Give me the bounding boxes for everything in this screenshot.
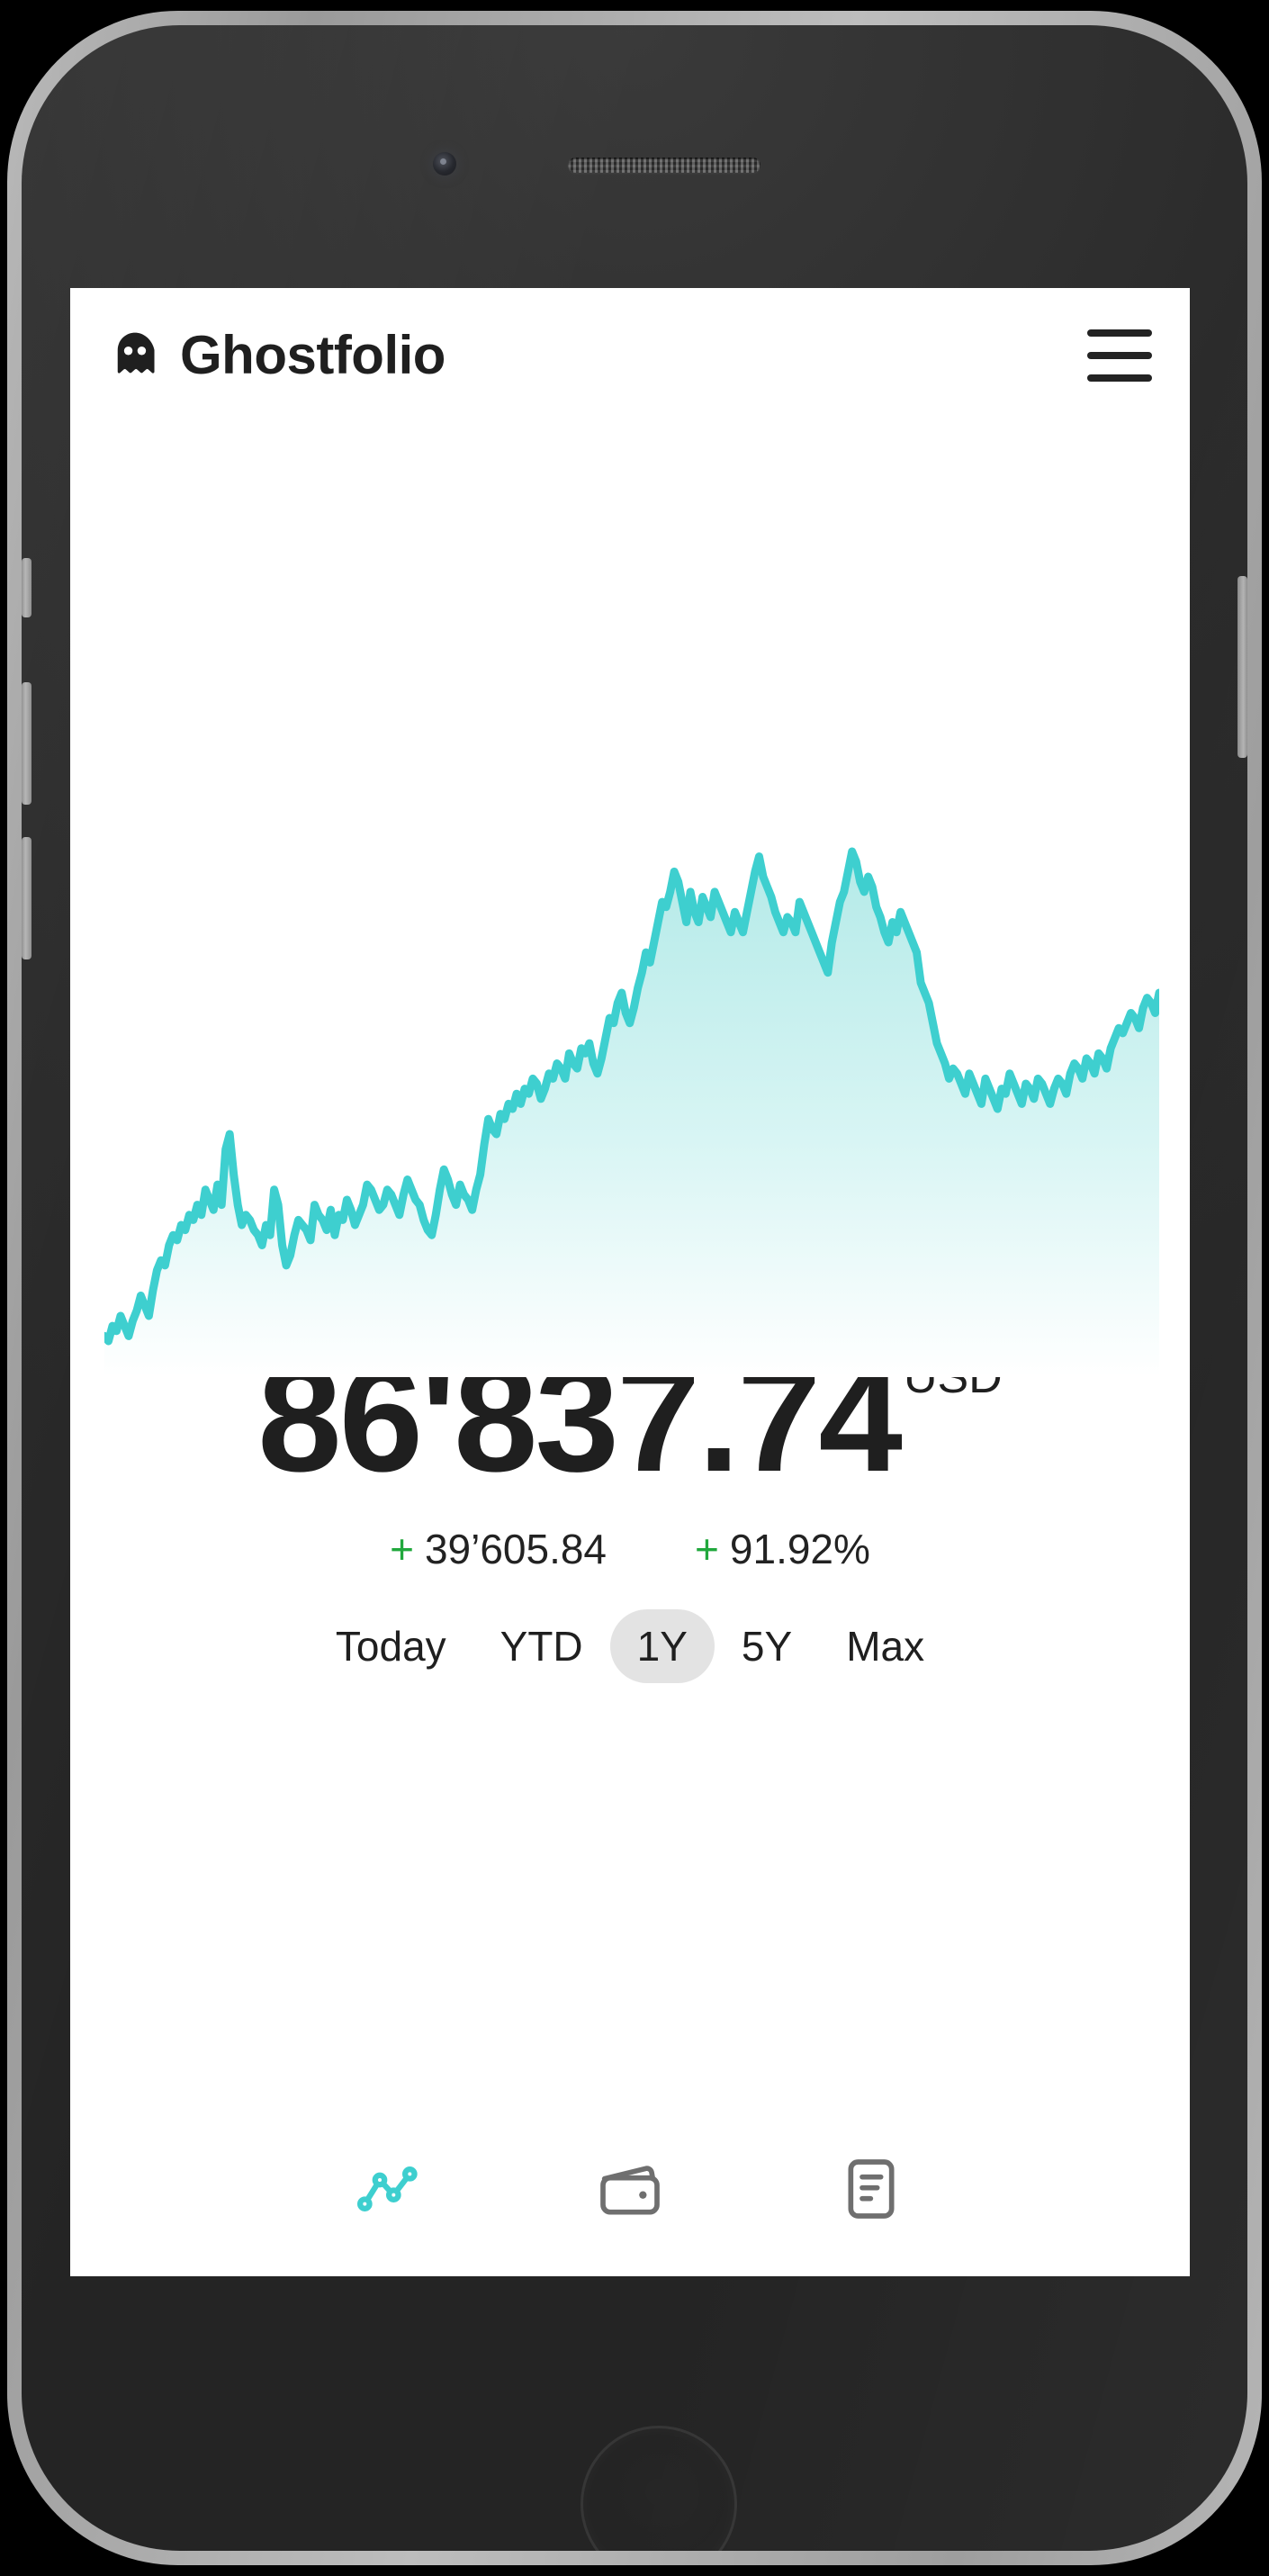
portfolio-area-chart[interactable] bbox=[104, 842, 1159, 1377]
nav-accounts-tab[interactable] bbox=[831, 2148, 912, 2229]
range-tab-1y[interactable]: 1Y bbox=[609, 1609, 715, 1683]
change-percent-sign: + bbox=[695, 1526, 719, 1572]
brand-name: Ghostfolio bbox=[180, 325, 446, 385]
change-absolute-sign: + bbox=[390, 1526, 414, 1572]
brand-logo[interactable]: Ghostfolio bbox=[110, 329, 446, 383]
portfolio-chart[interactable] bbox=[70, 423, 1190, 1377]
range-tab-max[interactable]: Max bbox=[846, 1623, 925, 1670]
volume-up-button[interactable] bbox=[22, 682, 32, 805]
document-icon bbox=[835, 2153, 907, 2225]
mute-switch-button[interactable] bbox=[22, 558, 32, 617]
earpiece-speaker-icon bbox=[568, 158, 760, 173]
change-absolute-value: 39’605.84 bbox=[424, 1526, 608, 1572]
app-header: Ghostfolio bbox=[70, 288, 1190, 423]
line-chart-icon bbox=[353, 2153, 425, 2225]
hamburger-menu-icon[interactable] bbox=[1087, 328, 1152, 383]
range-tab-today[interactable]: Today bbox=[335, 1623, 446, 1670]
date-range-tabs[interactable]: Today YTD 1Y 5Y Max bbox=[70, 1609, 1190, 1683]
home-button[interactable] bbox=[580, 2426, 737, 2551]
ghost-icon bbox=[110, 330, 160, 381]
change-percent: + 91.92% bbox=[695, 1528, 870, 1570]
hamburger-line bbox=[1087, 374, 1152, 382]
hamburger-line bbox=[1087, 352, 1152, 359]
app-screen: Ghostfolio 86'837.74 USD bbox=[70, 288, 1190, 2276]
wallet-icon bbox=[594, 2153, 666, 2225]
range-tab-5y[interactable]: 5Y bbox=[741, 1623, 793, 1670]
change-absolute: + 39’605.84 bbox=[390, 1528, 607, 1570]
power-button[interactable] bbox=[1238, 576, 1247, 758]
chart-area-fill bbox=[104, 851, 1159, 1377]
range-tab-ytd[interactable]: YTD bbox=[500, 1623, 583, 1670]
volume-down-button[interactable] bbox=[22, 837, 32, 959]
hamburger-line bbox=[1087, 329, 1152, 337]
nav-overview-tab[interactable] bbox=[348, 2148, 429, 2229]
bottom-navigation bbox=[70, 2118, 1190, 2276]
chart-line bbox=[104, 847, 1159, 1346]
change-percent-value: 91.92% bbox=[729, 1526, 870, 1572]
portfolio-change-row: + 39’605.84 + 91.92% bbox=[70, 1528, 1190, 1570]
front-camera-icon bbox=[433, 152, 456, 176]
nav-portfolio-tab[interactable] bbox=[590, 2148, 670, 2229]
